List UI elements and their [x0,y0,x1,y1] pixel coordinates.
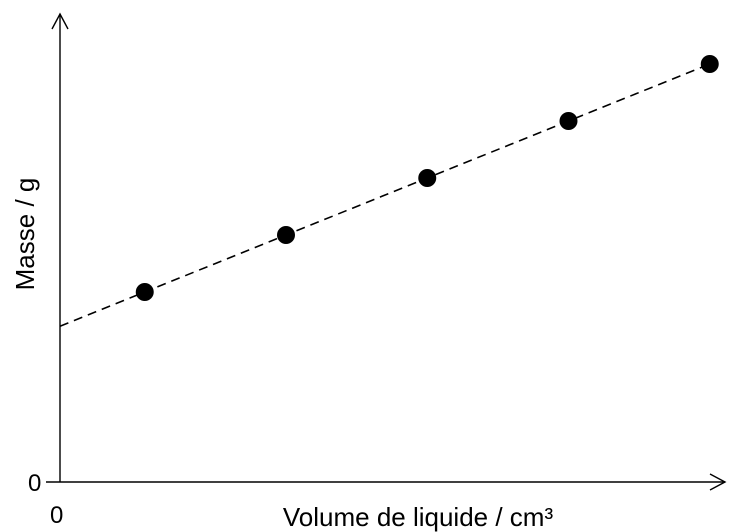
trend-line [59,63,711,327]
data-points [135,55,719,301]
y-tick-label-0: 0 [28,470,41,497]
data-point-4 [559,112,578,130]
data-point-2 [277,226,295,244]
axes [46,12,727,491]
data-point-3 [418,169,437,187]
data-point-1 [135,283,154,301]
data-point-5 [700,55,719,73]
x-axis-arrow [709,473,727,491]
x-axis-label: Volume de liquide / cm³ [283,502,554,532]
y-axis-label: Masse / g [10,178,40,291]
y-axis-arrow [51,12,69,30]
x-tick-label-0: 0 [50,502,63,529]
